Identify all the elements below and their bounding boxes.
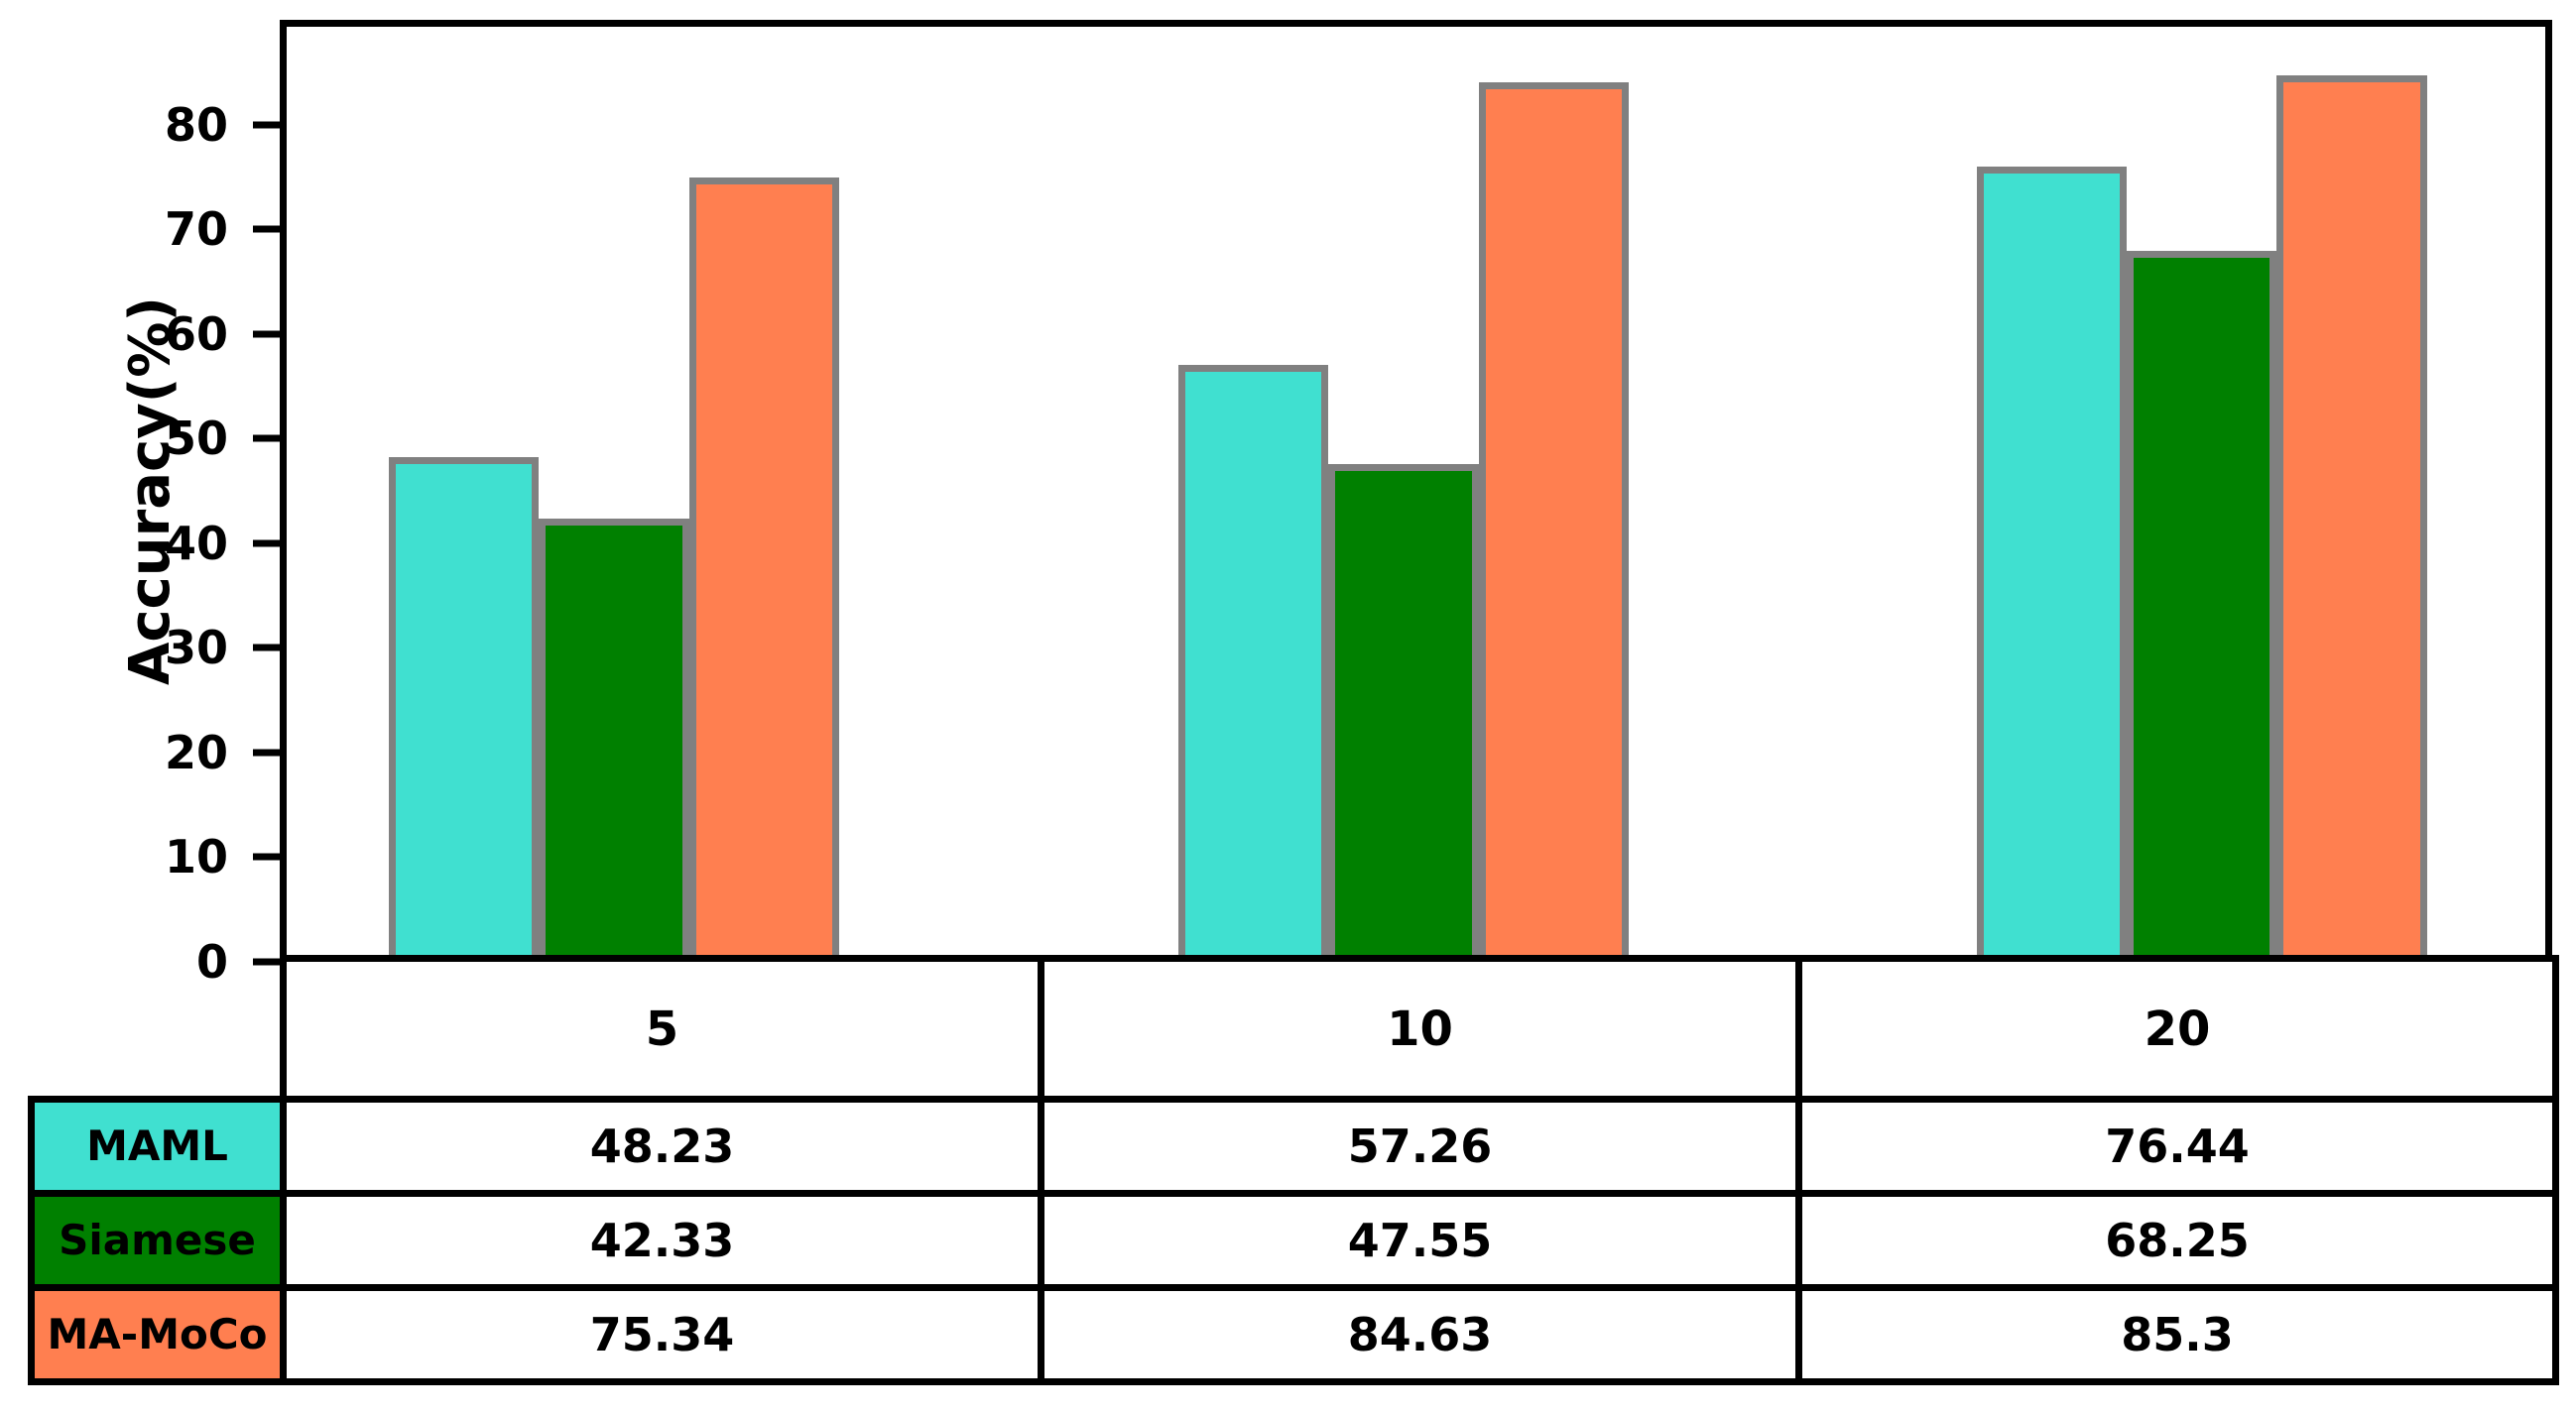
y-tick-mark xyxy=(253,330,280,338)
table-row: Siamese 42.33 47.55 68.25 xyxy=(28,1190,2559,1291)
table-corner-cell xyxy=(32,959,284,1100)
column-header: 5 xyxy=(280,955,1044,1103)
bar-siamese-20 xyxy=(2126,251,2277,955)
y-tick-mark xyxy=(253,853,280,861)
bar-siamese-10 xyxy=(1328,464,1479,955)
y-tick-mark xyxy=(253,225,280,233)
y-tick-label: 70 xyxy=(164,202,228,257)
table-cell: 42.33 xyxy=(280,1190,1044,1291)
table-cell: 47.55 xyxy=(1038,1190,1802,1291)
table-row: MA-MoCo 75.34 84.63 85.3 xyxy=(28,1284,2559,1385)
column-header: 10 xyxy=(1038,955,1802,1103)
table-cell: 75.34 xyxy=(280,1284,1044,1385)
y-tick-mark xyxy=(253,121,280,129)
bar-ma-moco-10 xyxy=(1478,81,1630,955)
bar-ma-moco-20 xyxy=(2276,74,2427,955)
y-tick-mark xyxy=(253,539,280,547)
y-tick-mark xyxy=(253,749,280,757)
y-tick-label: 30 xyxy=(164,621,228,675)
y-tick-mark xyxy=(253,644,280,651)
y-tick-label: 0 xyxy=(195,935,228,989)
table-cell: 76.44 xyxy=(1795,1096,2559,1197)
y-tick-label: 80 xyxy=(164,97,228,152)
bar-maml-10 xyxy=(1178,364,1329,955)
bar-ma-moco-5 xyxy=(688,177,840,955)
table-cell: 85.3 xyxy=(1795,1284,2559,1385)
bars-layer xyxy=(287,27,2545,955)
data-table: 5 10 20 MAML 48.23 57.26 76.44 Siamese 42.33 47.5… xyxy=(28,955,2559,1385)
plot-area xyxy=(280,20,2552,962)
y-tick-label: 10 xyxy=(164,830,228,884)
bar-maml-5 xyxy=(388,457,540,955)
table-row: MAML 48.23 57.26 76.44 xyxy=(28,1096,2559,1197)
column-header: 20 xyxy=(1795,955,2559,1103)
row-label-siamese-legend-swatch: Siamese xyxy=(28,1190,287,1291)
y-tick-label: 40 xyxy=(164,516,228,570)
table-cell: 84.63 xyxy=(1038,1284,1802,1385)
y-tick-mark xyxy=(253,958,280,966)
bar-siamese-5 xyxy=(539,518,689,955)
y-tick-mark xyxy=(253,434,280,442)
y-tick-label: 60 xyxy=(164,306,228,361)
table-cell: 57.26 xyxy=(1038,1096,1802,1197)
table-cell: 68.25 xyxy=(1795,1190,2559,1291)
y-tick-label: 50 xyxy=(164,412,228,466)
row-label-maml-legend-swatch: MAML xyxy=(28,1096,287,1197)
row-label-ma-moco-legend-swatch: MA-MoCo xyxy=(28,1284,287,1385)
y-tick-label: 20 xyxy=(164,725,228,779)
y-axis: 0 10 20 30 40 50 60 70 80 xyxy=(0,20,280,985)
table-cell: 48.23 xyxy=(280,1096,1044,1197)
bar-maml-20 xyxy=(1976,167,2127,955)
table-header-row: 5 10 20 xyxy=(32,955,2559,1103)
